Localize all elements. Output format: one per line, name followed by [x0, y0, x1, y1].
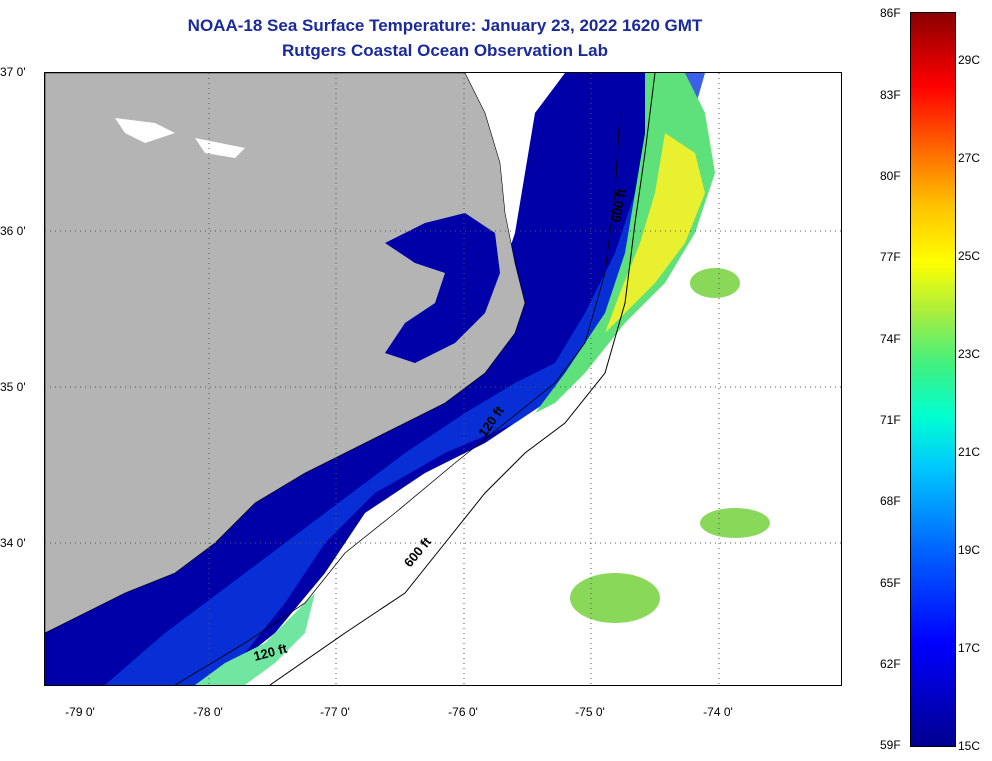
- lat-label-36: 36 0': [0, 224, 26, 238]
- colorbar-f-80: 80F: [880, 169, 901, 183]
- colorbar-c-27: 27C: [958, 151, 981, 165]
- temperature-colorbar: [910, 12, 956, 747]
- lon-label-77: -77 0': [320, 705, 350, 719]
- lat-label-34: 34 0': [0, 536, 26, 550]
- lon-label-75: -75 0': [575, 705, 605, 719]
- lon-label-74: -74 0': [703, 705, 733, 719]
- colorbar-c-25: 25C: [958, 249, 981, 263]
- map-title: NOAA-18 Sea Surface Temperature: January…: [187, 16, 703, 35]
- warm-patch: [700, 508, 770, 538]
- lat-label-37: 37 0': [0, 65, 26, 79]
- lon-label-79: -79 0': [65, 705, 95, 719]
- grid-lines: [45, 73, 841, 685]
- map-subtitle: Rutgers Coastal Ocean Observation Lab: [282, 41, 608, 60]
- coastal-water: [45, 73, 685, 685]
- colorbar-f-62: 62F: [880, 657, 901, 671]
- inland-cloud: [115, 118, 175, 143]
- warm-patch: [690, 268, 740, 298]
- colorbar-f-59: 59F: [880, 738, 901, 752]
- colorbar-c-15: 15C: [958, 739, 981, 753]
- land-mass: [45, 73, 526, 634]
- colorbar-c-17: 17C: [958, 641, 981, 655]
- contour-label-600ft-north: 600 ft: [608, 187, 629, 224]
- gulf-stream-core: [605, 133, 705, 333]
- lat-label-35: 35 0': [0, 380, 26, 394]
- contour-label-600ft-south: 600 ft: [401, 534, 435, 570]
- colorbar-f-83: 83F: [880, 88, 901, 102]
- colorbar-f-68: 68F: [880, 494, 901, 508]
- sound-water: [385, 213, 500, 363]
- colorbar-f-77: 77F: [880, 250, 901, 264]
- lon-label-78: -78 0': [193, 705, 223, 719]
- colorbar-f-71: 71F: [880, 413, 901, 427]
- colorbar-c-23: 23C: [958, 347, 981, 361]
- contour-120ft: [174, 112, 621, 685]
- warm-patch: [570, 573, 660, 623]
- southern-warm-water: [195, 593, 315, 685]
- colorbar-f-65: 65F: [880, 576, 901, 590]
- sst-map: 600 ft 120 ft 600 ft 120 ft: [44, 72, 842, 686]
- colorbar-c-19: 19C: [958, 543, 981, 557]
- contour-600ft: [269, 73, 656, 685]
- colorbar-f-74: 74F: [880, 332, 901, 346]
- sst-map-canvas: 600 ft 120 ft 600 ft 120 ft: [45, 73, 841, 685]
- colorbar-f-86: 86F: [880, 6, 901, 20]
- inland-cloud: [195, 138, 245, 158]
- colorbar-c-21: 21C: [958, 445, 981, 459]
- colorbar-c-29: 29C: [958, 53, 981, 67]
- lon-label-76: -76 0': [448, 705, 478, 719]
